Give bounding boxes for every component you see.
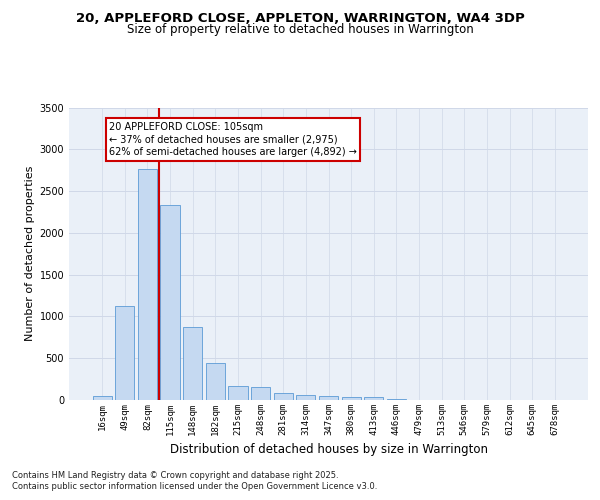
Bar [160, 206, 180, 400]
Bar [92, 396, 112, 400]
Bar [319, 396, 338, 400]
Text: 20, APPLEFORD CLOSE, APPLETON, WARRINGTON, WA4 3DP: 20, APPLEFORD CLOSE, APPLETON, WARRINGTO… [76, 12, 524, 26]
Bar [387, 399, 406, 400]
Text: 20 APPLEFORD CLOSE: 105sqm
← 37% of detached houses are smaller (2,975)
62% of s: 20 APPLEFORD CLOSE: 105sqm ← 37% of deta… [109, 122, 357, 158]
Bar [115, 306, 134, 400]
Bar [229, 386, 248, 400]
Bar [138, 170, 157, 400]
Bar [183, 328, 202, 400]
Text: Size of property relative to detached houses in Warrington: Size of property relative to detached ho… [127, 22, 473, 36]
X-axis label: Distribution of detached houses by size in Warrington: Distribution of detached houses by size … [170, 444, 487, 456]
Bar [274, 393, 293, 400]
Text: Contains public sector information licensed under the Open Government Licence v3: Contains public sector information licen… [12, 482, 377, 491]
Y-axis label: Number of detached properties: Number of detached properties [25, 166, 35, 342]
Bar [364, 398, 383, 400]
Bar [206, 363, 225, 400]
Bar [296, 395, 316, 400]
Bar [251, 386, 270, 400]
Text: Contains HM Land Registry data © Crown copyright and database right 2025.: Contains HM Land Registry data © Crown c… [12, 471, 338, 480]
Bar [341, 396, 361, 400]
